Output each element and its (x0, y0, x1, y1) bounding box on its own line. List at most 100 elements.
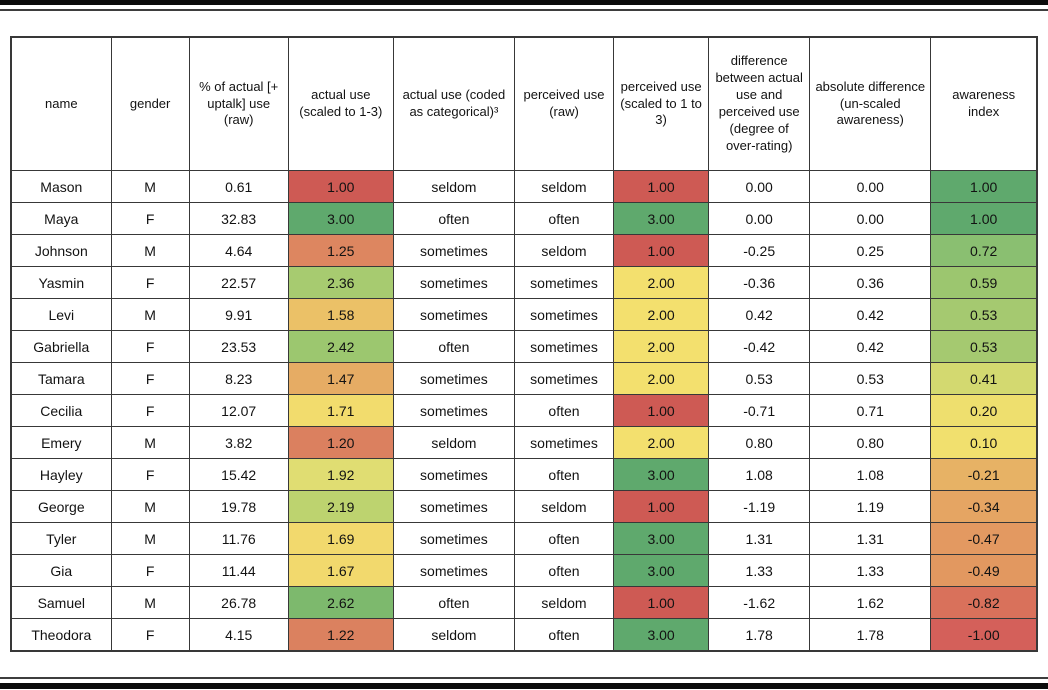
column-header-difference: difference between actual use and percei… (708, 36, 811, 171)
cell-pct_actual_raw: 26.78 (188, 586, 289, 619)
table-header: name gender% of actual [+ uptalk] use (ra… (10, 36, 1038, 171)
column-header-gender: gender (110, 36, 190, 171)
cell-perceived_raw: often (513, 522, 615, 555)
cell-awareness: 0.20 (930, 394, 1038, 427)
cell-gender: F (110, 554, 190, 587)
cell-perceived_raw: often (513, 202, 615, 235)
cell-actual_categorical: sometimes (392, 458, 515, 491)
cell-perceived_scaled: 1.00 (613, 170, 710, 203)
cell-actual_scaled: 2.19 (287, 490, 394, 523)
cell-difference: -0.71 (708, 394, 811, 427)
cell-gender: F (110, 362, 190, 395)
cell-actual_scaled: 1.47 (287, 362, 394, 395)
table-row: Emery M 3.82 1.20 seldom sometimes 2.00 0.80 0.8… (10, 426, 1038, 459)
cell-awareness: 0.59 (930, 266, 1038, 299)
cell-gender: F (110, 618, 190, 652)
cell-perceived_raw: sometimes (513, 362, 615, 395)
cell-awareness: 1.00 (930, 170, 1038, 203)
cell-awareness: 1.00 (930, 202, 1038, 235)
cell-actual_scaled: 2.42 (287, 330, 394, 363)
cell-pct_actual_raw: 22.57 (188, 266, 289, 299)
cell-gender: F (110, 202, 190, 235)
cell-abs_difference: 1.08 (809, 458, 932, 491)
cell-pct_actual_raw: 23.53 (188, 330, 289, 363)
cell-pct_actual_raw: 4.64 (188, 234, 289, 267)
cell-pct_actual_raw: 4.15 (188, 618, 289, 652)
cell-name: Gia (10, 554, 112, 587)
cell-perceived_scaled: 1.00 (613, 490, 710, 523)
cell-awareness: 0.53 (930, 330, 1038, 363)
cell-abs_difference: 0.25 (809, 234, 932, 267)
cell-actual_scaled: 1.71 (287, 394, 394, 427)
cell-difference: 1.08 (708, 458, 811, 491)
cell-actual_categorical: sometimes (392, 522, 515, 555)
cell-actual_scaled: 1.67 (287, 554, 394, 587)
cell-gender: F (110, 394, 190, 427)
column-header-actual_scaled: actual use (scaled to 1-3) (287, 36, 394, 171)
cell-name: Gabriella (10, 330, 112, 363)
cell-difference: 1.78 (708, 618, 811, 652)
cell-gender: F (110, 330, 190, 363)
cell-difference: -0.36 (708, 266, 811, 299)
cell-difference: -0.42 (708, 330, 811, 363)
cell-difference: 1.33 (708, 554, 811, 587)
table-row: Tyler M 11.76 1.69 sometimes often 3.00 1.31 1.3… (10, 522, 1038, 555)
cell-pct_actual_raw: 8.23 (188, 362, 289, 395)
cell-pct_actual_raw: 15.42 (188, 458, 289, 491)
cell-perceived_scaled: 3.00 (613, 458, 710, 491)
cell-pct_actual_raw: 12.07 (188, 394, 289, 427)
cell-awareness: 0.10 (930, 426, 1038, 459)
cell-actual_categorical: often (392, 586, 515, 619)
column-header-perceived_scaled: perceived use (scaled to 1 to 3) (613, 36, 710, 171)
cell-name: Tyler (10, 522, 112, 555)
cell-actual_categorical: seldom (392, 618, 515, 652)
cell-perceived_scaled: 1.00 (613, 394, 710, 427)
cell-perceived_raw: often (513, 458, 615, 491)
table-row: Tamara F 8.23 1.47 sometimes sometimes 2.00 0.5… (10, 362, 1038, 395)
cell-actual_scaled: 3.00 (287, 202, 394, 235)
cell-perceived_scaled: 3.00 (613, 202, 710, 235)
table-row: Maya F 32.83 3.00 often often 3.00 0.00 0.00 1.00 (10, 202, 1038, 235)
column-header-name: name (10, 36, 112, 171)
cell-perceived_raw: sometimes (513, 426, 615, 459)
cell-awareness: -1.00 (930, 618, 1038, 652)
bottom-thin-rule (0, 677, 1048, 679)
cell-perceived_raw: sometimes (513, 266, 615, 299)
cell-pct_actual_raw: 3.82 (188, 426, 289, 459)
cell-actual_scaled: 1.20 (287, 426, 394, 459)
cell-abs_difference: 0.53 (809, 362, 932, 395)
table-body: Mason M 0.61 1.00 seldom seldom 1.00 0.00 0.00 1.… (10, 170, 1038, 652)
cell-perceived_raw: seldom (513, 586, 615, 619)
table-row: Levi M 9.91 1.58 sometimes sometimes 2.00 0.42 0… (10, 298, 1038, 331)
cell-perceived_scaled: 2.00 (613, 330, 710, 363)
column-header-awareness: awareness index (930, 36, 1038, 171)
cell-actual_categorical: sometimes (392, 394, 515, 427)
cell-difference: -1.62 (708, 586, 811, 619)
cell-difference: -0.25 (708, 234, 811, 267)
cell-gender: F (110, 266, 190, 299)
top-thick-rule (0, 0, 1048, 5)
cell-pct_actual_raw: 11.44 (188, 554, 289, 587)
cell-perceived_raw: sometimes (513, 298, 615, 331)
column-header-abs_difference: absolute difference (un-scaled awareness… (809, 36, 932, 171)
cell-abs_difference: 0.42 (809, 330, 932, 363)
table-row: Johnson M 4.64 1.25 sometimes seldom 1.00 -0.25… (10, 234, 1038, 267)
column-header-pct_actual_raw: % of actual [+ uptalk] use (raw) (188, 36, 289, 171)
cell-perceived_scaled: 1.00 (613, 234, 710, 267)
cell-actual_categorical: sometimes (392, 266, 515, 299)
cell-perceived_raw: often (513, 394, 615, 427)
cell-actual_scaled: 1.25 (287, 234, 394, 267)
cell-difference: 0.00 (708, 170, 811, 203)
cell-difference: 0.53 (708, 362, 811, 395)
table-row: Samuel M 26.78 2.62 often seldom 1.00 -1.62 1.62… (10, 586, 1038, 619)
column-header-perceived_raw: perceived use (raw) (513, 36, 615, 171)
table-row: Gabriella F 23.53 2.42 often sometimes 2.00 -0.… (10, 330, 1038, 363)
cell-perceived_raw: seldom (513, 170, 615, 203)
cell-name: Tamara (10, 362, 112, 395)
cell-pct_actual_raw: 19.78 (188, 490, 289, 523)
cell-pct_actual_raw: 0.61 (188, 170, 289, 203)
cell-perceived_scaled: 3.00 (613, 554, 710, 587)
cell-name: Cecilia (10, 394, 112, 427)
cell-actual_scaled: 1.00 (287, 170, 394, 203)
cell-name: Johnson (10, 234, 112, 267)
